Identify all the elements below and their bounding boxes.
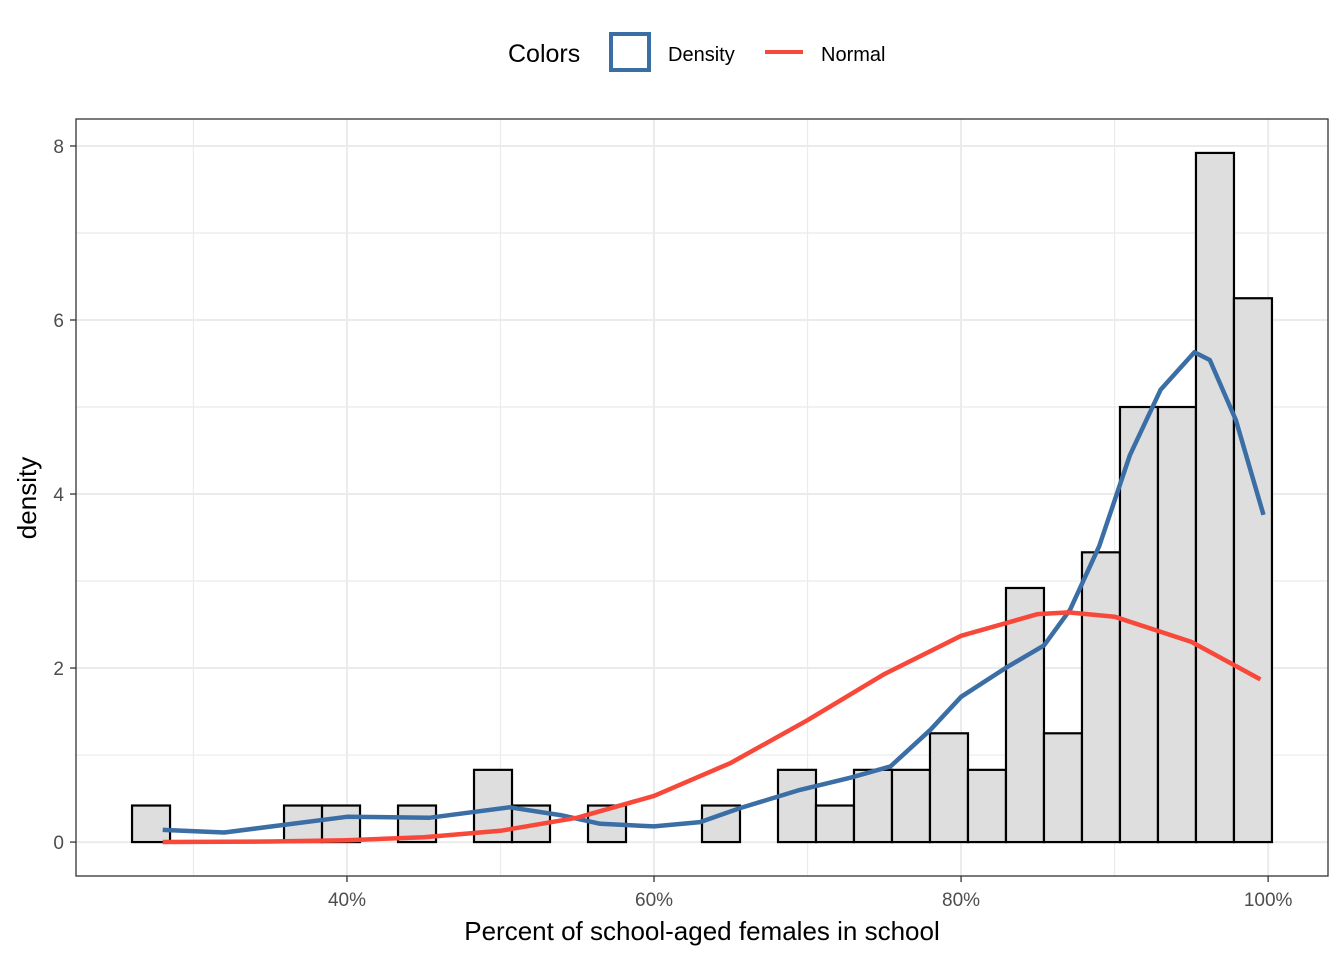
histogram-bar [1232, 297, 1274, 844]
x-tick-label: 60% [635, 890, 673, 911]
x-tick-label: 40% [328, 890, 366, 911]
y-tick-label: 2 [53, 659, 64, 680]
x-tick-label: 100% [1244, 890, 1293, 911]
y-tick-label: 0 [53, 833, 64, 854]
histogram-bar [1156, 405, 1198, 844]
histogram-bar [890, 768, 932, 844]
histogram-bar [852, 768, 894, 844]
histogram-bar [320, 804, 362, 844]
histogram-bar [1194, 151, 1236, 844]
curves [162, 349, 1266, 845]
y-axis-title: density [12, 457, 42, 539]
legend: Colors Density Normal [508, 32, 885, 72]
histogram-bar [966, 768, 1008, 844]
histogram-bars [130, 151, 1274, 844]
normal-curve [162, 610, 1262, 845]
histogram-bar [1004, 586, 1046, 844]
axes: 40% 60% 80% 100% 0 2 4 6 8 [53, 137, 1292, 911]
y-tick-label: 6 [53, 311, 64, 332]
x-axis-title: Percent of school-aged females in school [464, 916, 940, 946]
histogram-bar [1080, 551, 1122, 844]
y-tick-label: 8 [53, 137, 64, 158]
panel-border [75, 118, 1329, 877]
legend-density-key [609, 32, 651, 72]
histogram-bar [814, 804, 856, 844]
legend-title: Colors [508, 40, 580, 68]
legend-normal-label: Normal [821, 44, 885, 66]
histogram-bar [776, 768, 818, 844]
x-tick-label: 80% [942, 890, 980, 911]
histogram-bar [130, 804, 172, 844]
histogram-bar [928, 732, 970, 844]
y-tick-label: 4 [53, 485, 64, 506]
histogram-bar [1042, 732, 1084, 844]
legend-density-label: Density [668, 44, 735, 66]
density-curve [162, 349, 1266, 835]
